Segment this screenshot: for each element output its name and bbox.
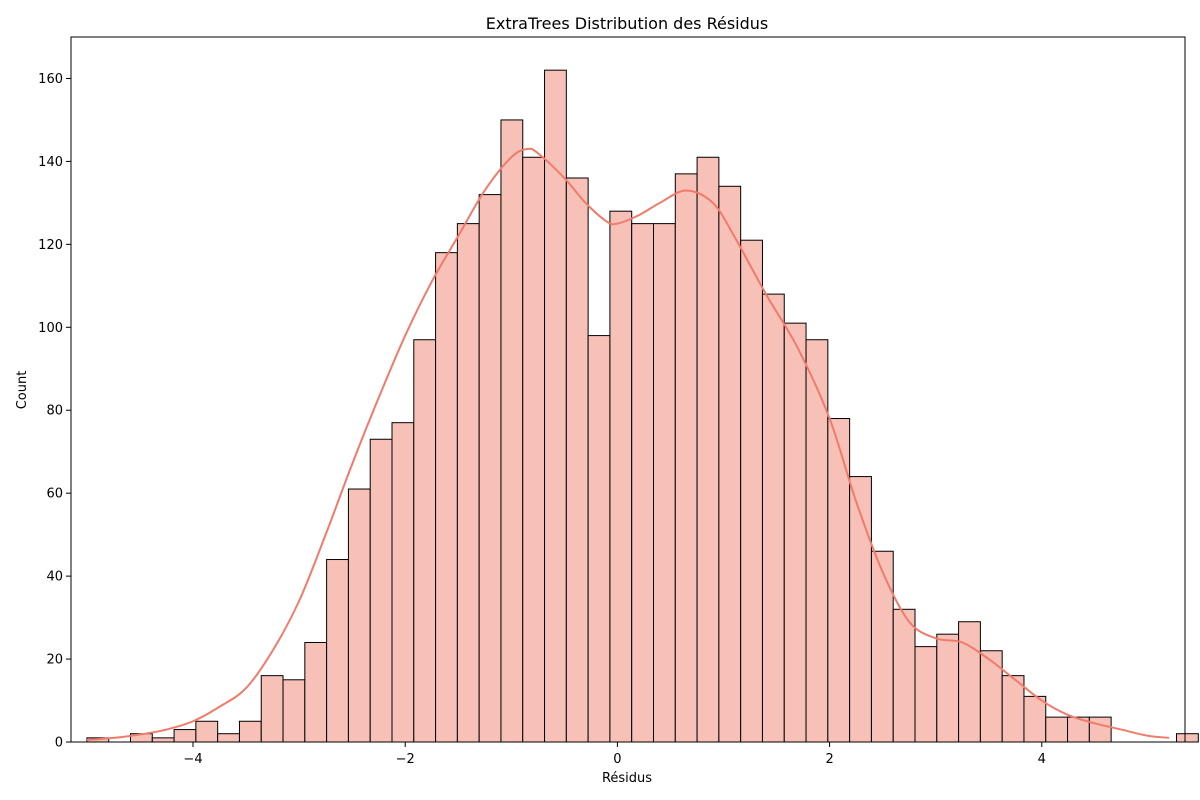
histogram-bar [653,223,676,743]
histogram-bar [522,156,546,743]
histogram-bar [783,322,807,743]
y-axis-label: Count [15,371,30,410]
y-tick-label: 20 [46,653,63,668]
histogram-bar [892,608,916,743]
histogram-bar [870,550,894,743]
x-tick-label: −4 [183,752,202,767]
histogram-bar [674,173,698,743]
histogram-bar [260,675,284,743]
histogram-bar [827,418,851,743]
histogram-bar [1088,716,1112,743]
histogram-bar [282,679,306,743]
histogram-bar [958,621,981,743]
histogram-bar [238,720,262,743]
histogram-bar [914,646,938,743]
histogram-bar [979,650,1003,743]
histogram-bar [326,559,349,743]
histogram-bar [1001,675,1025,743]
x-tick-label: 4 [1038,752,1046,767]
histogram-bar [500,119,524,743]
histogram-bar [696,156,720,743]
histogram-bar [413,339,437,743]
y-tick-label: 40 [46,570,63,585]
y-tick-label: 0 [55,736,63,751]
histogram-bar [936,633,960,743]
x-tick-label: −2 [396,752,415,767]
histogram-bar [544,69,567,743]
histogram-bar [1045,716,1069,743]
histogram-bar [609,210,633,743]
histogram-bar [369,438,393,743]
histogram-bar [761,293,785,743]
histogram-bar [565,177,589,743]
x-tick-label: 0 [613,752,621,767]
kde-curve [86,147,1170,741]
y-axis-ticks: 0 20 40 60 80 100 120 140 160 [38,72,71,751]
histogram-bar [391,422,415,743]
histogram-bar [631,223,655,743]
y-tick-label: 160 [38,72,63,87]
histogram-bar [173,729,197,743]
x-tick-label: 2 [825,752,833,767]
histogram-bar [347,488,371,743]
histogram-bar [456,223,480,743]
plot-frame [70,36,1186,743]
y-tick-label: 60 [46,487,63,502]
x-axis-label: Résidus [602,771,652,786]
histogram-bar [217,733,240,743]
histogram-bar [740,239,763,743]
histogram-bar [1176,733,1199,743]
histogram-bar [304,641,328,743]
histogram-bars [86,69,1199,743]
histogram-bar [435,252,458,743]
histogram-bar [151,737,175,743]
y-tick-label: 120 [38,238,63,253]
y-tick-label: 100 [38,321,63,336]
histogram-bar [805,339,829,743]
x-axis-ticks: −4 −2 0 2 4 [183,742,1046,767]
histogram-bar [195,720,219,743]
histogram-bar [478,194,502,743]
histogram-bar [1023,695,1047,743]
y-tick-label: 140 [38,155,63,170]
chart-title: ExtraTrees Distribution des Résidus [486,14,769,33]
y-tick-label: 80 [46,404,63,419]
histogram-bar [718,185,742,743]
histogram-bar [587,335,611,743]
